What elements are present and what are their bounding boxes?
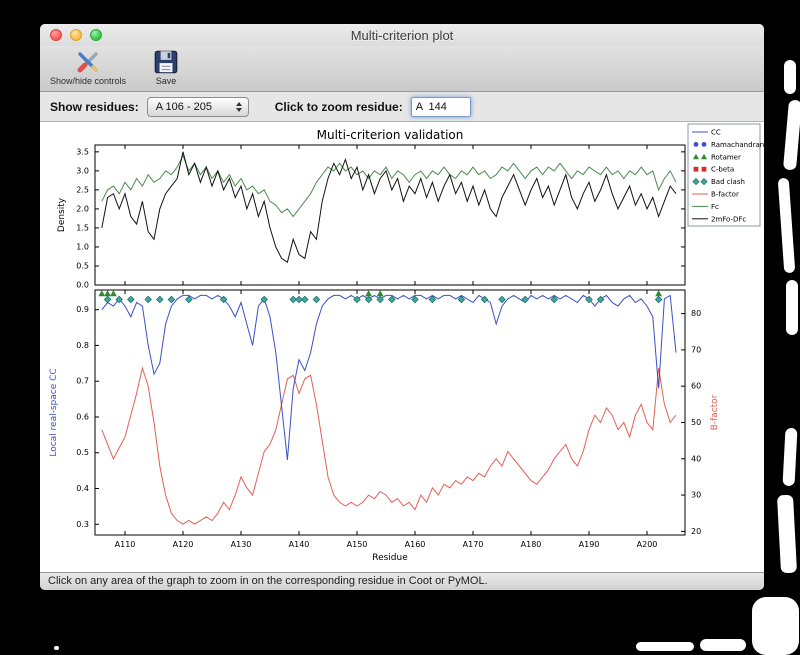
svg-text:1.0: 1.0 [76, 242, 89, 251]
show-residues-label: Show residues: [50, 99, 139, 114]
status-bar: Click on any area of the graph to zoom i… [40, 572, 764, 590]
show-hide-controls-button[interactable]: Show/hide controls [50, 48, 126, 86]
fc-line [101, 154, 677, 218]
svg-text:0.3: 0.3 [76, 520, 89, 529]
svg-text:0.0: 0.0 [76, 281, 89, 290]
svg-text:2.0: 2.0 [76, 204, 89, 213]
svg-text:C-beta: C-beta [711, 166, 734, 174]
svg-text:Fc: Fc [711, 203, 719, 211]
svg-text:A170: A170 [463, 540, 484, 549]
svg-text:A140: A140 [289, 540, 310, 549]
artifact [776, 494, 798, 574]
close-button[interactable] [50, 29, 62, 41]
artifact [782, 427, 798, 487]
zoom-residue-input[interactable] [410, 96, 471, 117]
residue-range-value: A 106 - 205 [155, 100, 212, 113]
svg-text:0.8: 0.8 [76, 341, 89, 350]
artifact [777, 177, 796, 274]
popup-stepper-icon [233, 101, 245, 112]
plot-legend [687, 123, 761, 227]
svg-text:3.5: 3.5 [76, 147, 89, 156]
zoom-window-button[interactable] [90, 29, 102, 41]
svg-text:2.5: 2.5 [76, 185, 89, 194]
svg-text:A160: A160 [405, 540, 426, 549]
minimize-button[interactable] [70, 29, 82, 41]
svg-text:2mFo-DFc: 2mFo-DFc [711, 215, 746, 223]
window-controls [50, 29, 102, 41]
window-title: Multi-criterion plot [350, 27, 454, 43]
artifact [784, 60, 796, 94]
svg-text:0.9: 0.9 [76, 305, 89, 314]
residue-range-select[interactable]: A 106 - 205 [146, 96, 249, 117]
svg-text:0.5: 0.5 [76, 448, 89, 457]
artifact [786, 280, 798, 335]
svg-text:A130: A130 [231, 540, 252, 549]
svg-text:70: 70 [691, 345, 701, 354]
svg-text:Local real-space CC: Local real-space CC [49, 368, 59, 456]
svg-text:Residue: Residue [372, 553, 408, 563]
svg-text:Ramachandran: Ramachandran [711, 141, 764, 149]
controls-bar: Show residues: A 106 - 205 Click to zoom… [40, 92, 764, 122]
tools-icon [77, 52, 98, 73]
toolbar: Show/hide controls Save [40, 46, 764, 92]
svg-text:60: 60 [691, 382, 701, 391]
svg-text:B-factor: B-factor [711, 191, 739, 199]
validation-plot[interactable]: Multi-criterion validation 0.0 0.5 1.0 1.5 2.… [40, 122, 764, 572]
b-factor-line [101, 366, 677, 525]
cc-line [101, 294, 677, 460]
svg-text:3.0: 3.0 [76, 166, 89, 175]
title-bar[interactable]: Multi-criterion plot [40, 24, 764, 46]
svg-text:B-factor: B-factor [710, 394, 720, 430]
save-button[interactable]: Save [152, 48, 180, 86]
save-label: Save [155, 76, 177, 86]
svg-text:A180: A180 [521, 540, 542, 549]
top-axes-frame [94, 144, 686, 286]
svg-text:80: 80 [691, 309, 701, 318]
svg-text:0.6: 0.6 [76, 412, 89, 421]
plot-area: Multi-criterion validation 0.0 0.5 1.0 1.5 2.… [40, 122, 764, 572]
svg-text:Bad clash: Bad clash [711, 178, 745, 186]
artifact [54, 646, 59, 650]
multi-criterion-plot-window: Multi-criterion plot Show/hide controls … [40, 24, 764, 590]
zoom-residue-label: Click to zoom residue: [274, 99, 403, 114]
svg-text:CC: CC [711, 129, 721, 137]
artifact [782, 99, 800, 171]
artifact [636, 642, 694, 651]
svg-text:40: 40 [691, 454, 701, 463]
svg-text:A190: A190 [579, 540, 600, 549]
svg-text:Density: Density [57, 197, 67, 232]
show-hide-controls-label: Show/hide controls [50, 76, 127, 86]
svg-text:Rotamer: Rotamer [711, 153, 741, 161]
svg-text:A150: A150 [347, 540, 368, 549]
svg-text:0.4: 0.4 [76, 484, 89, 493]
svg-text:20: 20 [691, 527, 701, 536]
svg-text:A200: A200 [637, 540, 658, 549]
bottom-axes-frame [94, 289, 686, 536]
save-icon [154, 50, 178, 74]
artifact [752, 597, 799, 655]
svg-text:0.5: 0.5 [76, 261, 89, 270]
artifact [700, 639, 746, 651]
svg-text:Multi-criterion validation: Multi-criterion validation [317, 128, 464, 142]
svg-text:1.5: 1.5 [76, 223, 89, 232]
svg-text:A120: A120 [173, 540, 194, 549]
status-text: Click on any area of the graph to zoom i… [48, 575, 488, 587]
svg-text:0.7: 0.7 [76, 377, 89, 386]
two-mfo-dfc-line [101, 151, 677, 264]
svg-text:30: 30 [691, 491, 701, 500]
svg-text:A110: A110 [115, 540, 136, 549]
svg-text:50: 50 [691, 418, 701, 427]
